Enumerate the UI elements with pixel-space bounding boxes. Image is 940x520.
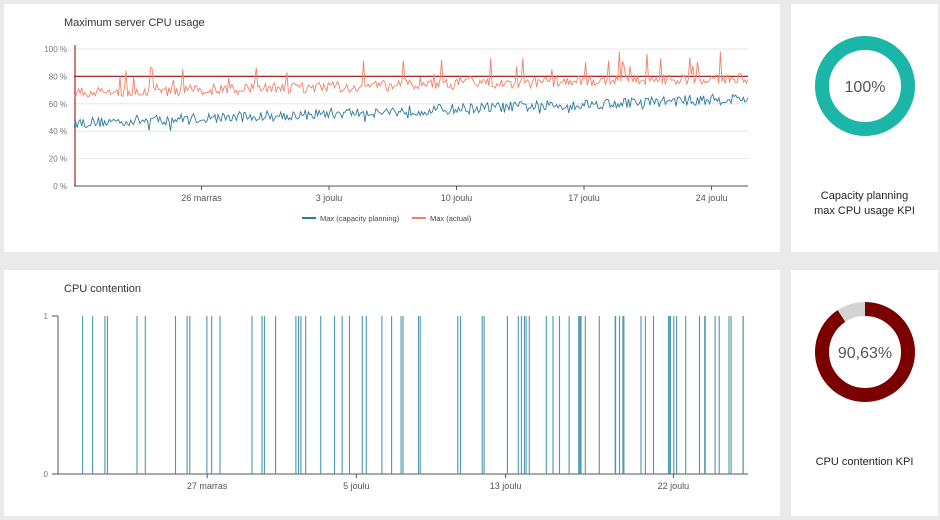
cpu-x-tick-label: 10 joulu (441, 193, 473, 203)
contention-y-tick-label: 1 (44, 312, 49, 321)
contention-y-tick-label: 0 (44, 470, 49, 479)
cpu-x-tick-label: 24 joulu (696, 193, 728, 203)
capacity-kpi-tile[interactable]: 100% Capacity planning max CPU usage KPI (791, 4, 938, 252)
cpu-y-tick-label: 20 % (49, 155, 67, 164)
contention-kpi-donut: 90,63% (815, 302, 915, 402)
cpu-usage-tile[interactable]: Maximum server CPU usage 100 % 80 % 60 % 40… (4, 4, 780, 252)
cpu-x-tick-label: 17 joulu (568, 193, 600, 203)
capacity-kpi-donut: 100% (815, 36, 915, 136)
contention-kpi-tile[interactable]: 90,63% CPU contention KPI (791, 270, 938, 516)
cpu-legend-label: Max (capacity planning) (320, 214, 400, 223)
contention-x-tick-label: 13 joulu (490, 481, 522, 491)
capacity-kpi-arc (815, 36, 915, 136)
cpu-x-tick-label: 3 joulu (316, 193, 343, 203)
contention-x-tick-label: 27 marras (187, 481, 228, 491)
cpu-usage-title: Maximum server CPU usage (64, 17, 205, 29)
cpu-contention-title: CPU contention (64, 283, 142, 295)
contention-kpi-arc (815, 302, 915, 402)
capacity-kpi-value: 100% (845, 79, 886, 96)
cpu-series-line-capacity (73, 93, 749, 131)
contention-x-tick-label: 22 joulu (658, 481, 690, 491)
capacity-kpi-caption: Capacity planning max CPU usage KPI (791, 189, 938, 219)
contention-x-tick-label: 5 joulu (343, 481, 370, 491)
cpu-series-line-actual (73, 51, 749, 100)
cpu-y-tick-label: 100 % (44, 45, 67, 54)
cpu-contention-tile[interactable]: CPU contention 1 0 27 marras 5 joulu 13 joul… (4, 270, 780, 516)
cpu-legend-label: Max (actual) (430, 214, 472, 223)
capacity-kpi-caption-line2: max CPU usage KPI (814, 205, 915, 217)
cpu-y-tick-label: 0 % (53, 182, 67, 191)
cpu-x-tick-label: 26 marras (181, 193, 222, 203)
cpu-y-tick-label: 80 % (49, 72, 67, 81)
cpu-y-tick-label: 60 % (49, 100, 67, 109)
cpu-contention-chart: 1 0 27 marras 5 joulu 13 joulu 22 joulu (44, 312, 748, 491)
capacity-kpi-caption-line1: Capacity planning (820, 190, 909, 202)
cpu-usage-chart: 100 % 80 % 60 % 40 % 20 % 0 % 26 marras 3 joulu… (44, 45, 749, 223)
cpu-y-tick-label: 40 % (49, 127, 67, 136)
contention-kpi-caption: CPU contention KPI (815, 456, 914, 468)
contention-kpi-value: 90,63% (838, 345, 892, 362)
